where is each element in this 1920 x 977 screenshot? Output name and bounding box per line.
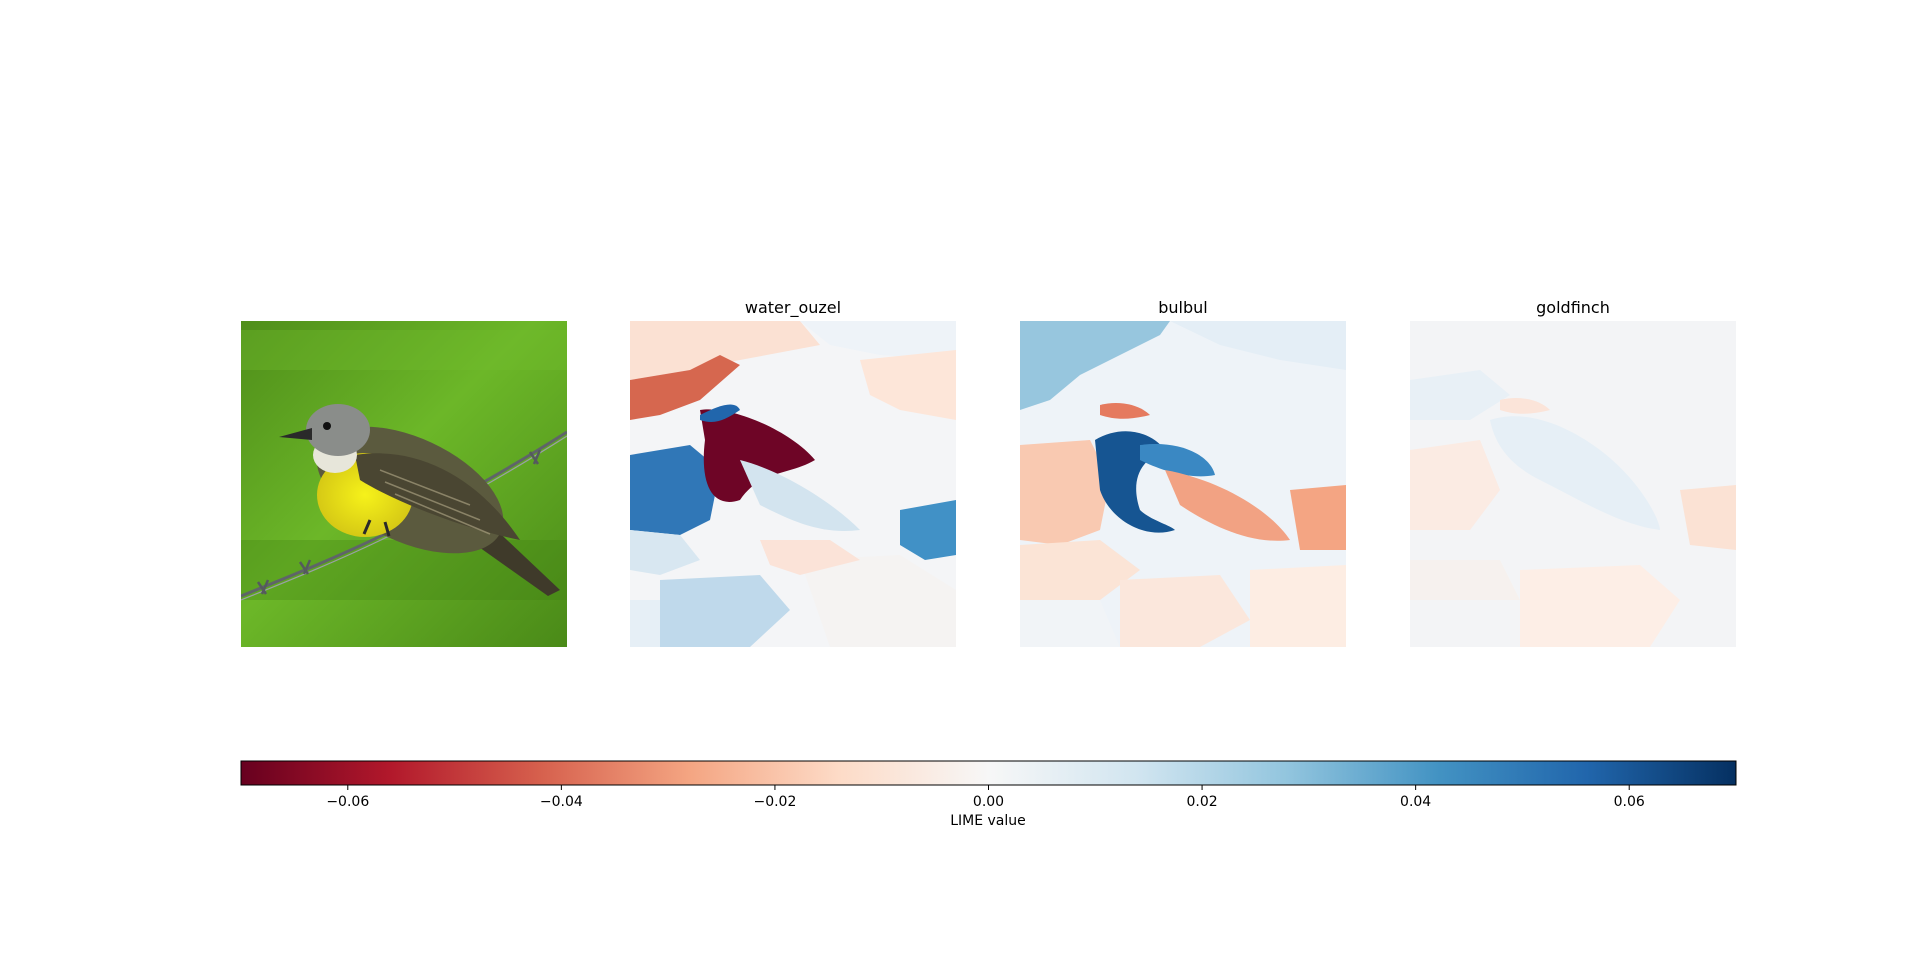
bird-beak [279,428,312,440]
colorbar: −0.06 −0.04 −0.02 0.00 0.02 0.04 0.06 LIME val… [240,760,1737,829]
colorbar-tick-label: −0.06 [326,794,369,810]
heatmap-water-ouzel [630,321,956,647]
colorbar-gradient [240,760,1737,786]
panel-title-goldfinch: goldfinch [1536,298,1610,317]
bird-wing [355,453,520,540]
bird-eye [323,422,331,430]
colorbar-tick-label: 0.06 [1614,794,1645,810]
colorbar-tick-label: 0.04 [1400,794,1431,810]
colorbar-tick-label: 0.00 [973,794,1004,810]
panel-title-water-ouzel: water_ouzel [745,298,841,318]
colorbar-label: LIME value [950,813,1026,829]
panel-title-bulbul: bulbul [1158,298,1207,317]
colorbar-tick-label: −0.02 [753,794,796,810]
heatmap-goldfinch [1410,321,1736,647]
input-image [241,321,567,647]
colorbar-tick-label: 0.02 [1186,794,1217,810]
colorbar-ticks: −0.06 −0.04 −0.02 0.00 0.02 0.04 0.06 [326,785,1645,810]
heatmap-bulbul [1020,321,1346,647]
colorbar-tick-label: −0.04 [540,794,583,810]
bird-head [306,404,370,456]
